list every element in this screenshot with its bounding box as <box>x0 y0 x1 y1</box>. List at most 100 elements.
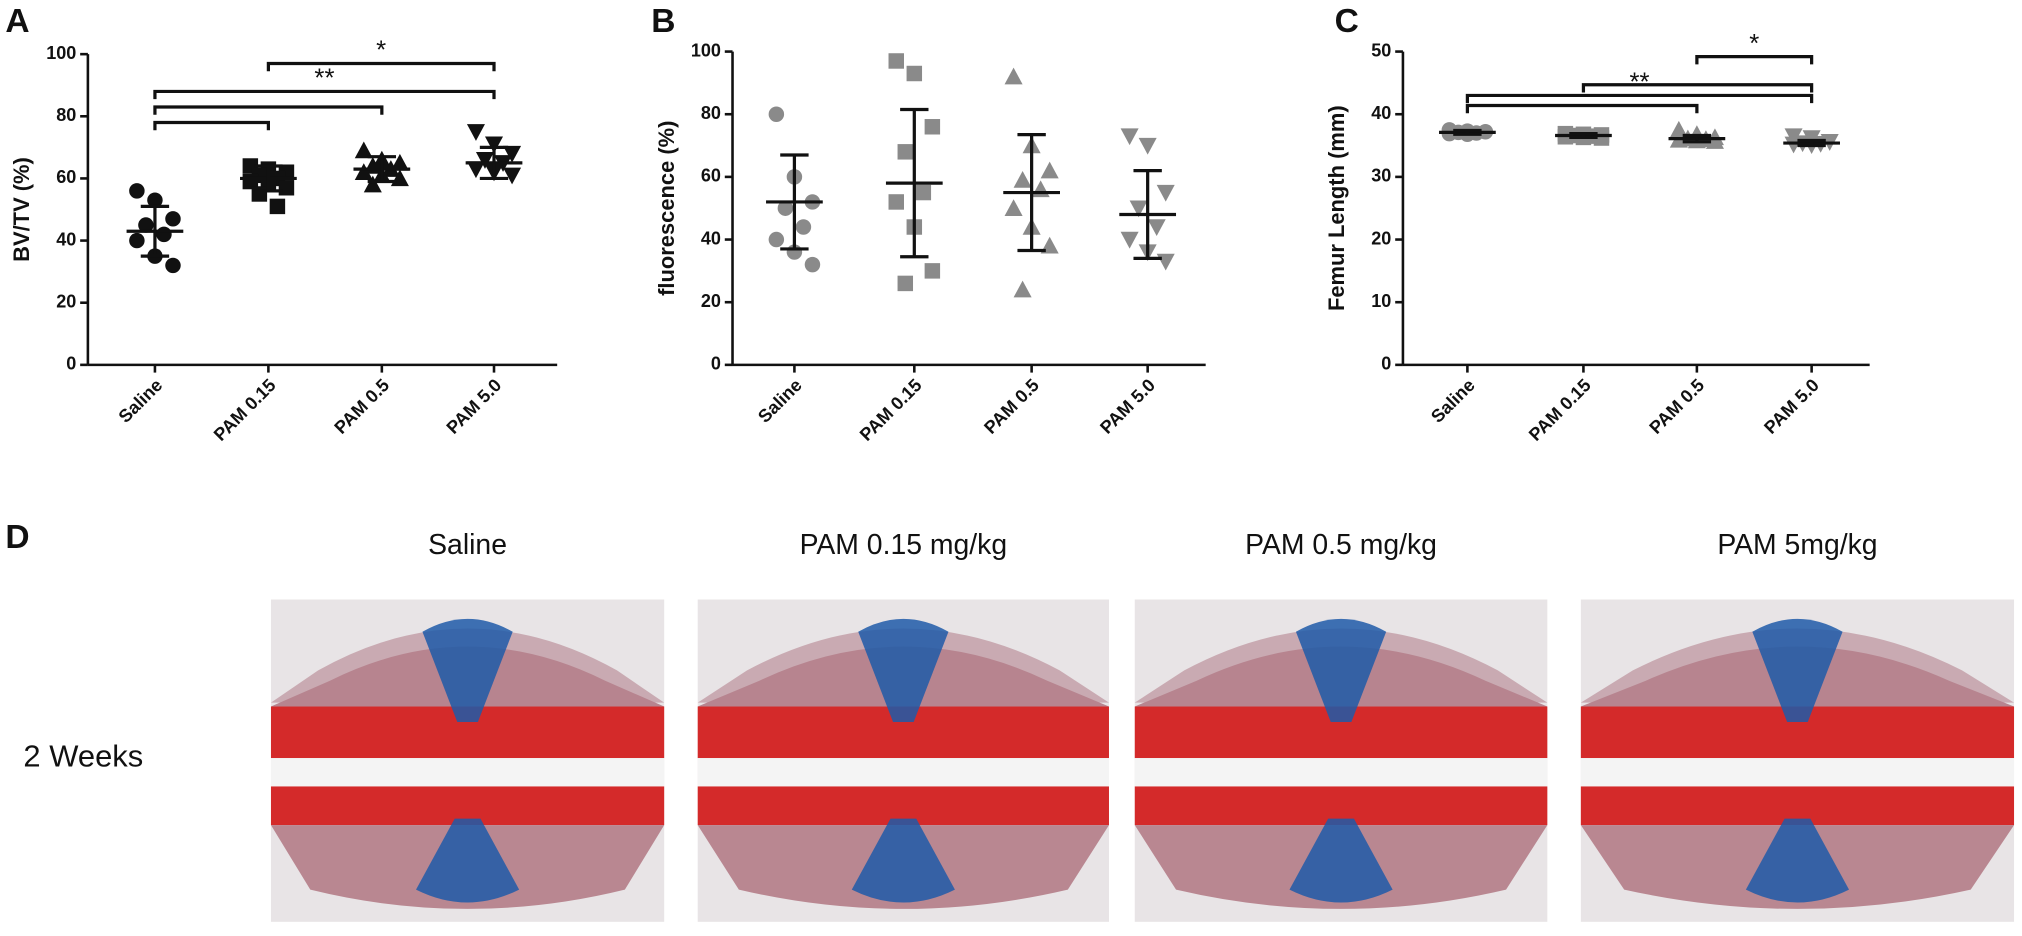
significance-label: ** <box>1629 69 1649 97</box>
data-point <box>503 145 522 163</box>
data-point <box>390 153 409 171</box>
column-label: PAM 5mg/kg <box>1717 529 1877 561</box>
x-tick-label: PAM 0.5 <box>980 375 1043 438</box>
data-point <box>795 219 812 235</box>
data-point <box>138 217 154 233</box>
data-point <box>915 184 932 201</box>
cartilage-top <box>858 618 949 722</box>
sd-error-bar <box>1797 138 1826 148</box>
y-tick-label: 20 <box>56 291 76 311</box>
data-point <box>466 124 485 141</box>
data-point <box>768 231 785 248</box>
marrow-gap <box>1580 758 2015 787</box>
data-point <box>129 183 145 199</box>
significance-label: * <box>376 37 386 65</box>
significance-bracket <box>153 105 384 115</box>
significance-bracket <box>266 61 496 72</box>
data-point <box>1004 199 1023 216</box>
y-tick-label: 50 <box>1371 40 1391 60</box>
y-axis-label: Femur Length (mm) <box>1324 105 1349 311</box>
cartilage-top <box>1295 618 1387 722</box>
data-point <box>768 106 785 122</box>
y-tick-label: 100 <box>46 43 76 63</box>
x-tick-label: PAM 5.0 <box>1096 375 1159 438</box>
y-tick-label: 40 <box>1371 103 1391 123</box>
data-point <box>924 119 941 135</box>
data-point <box>897 144 914 160</box>
cartilage-bottom <box>851 818 955 903</box>
significance-bracket <box>153 120 270 131</box>
x-tick-label: Saline <box>1427 375 1479 427</box>
data-point <box>1120 128 1139 146</box>
sd-error-bar <box>900 107 929 259</box>
data-point <box>484 136 504 154</box>
sd-error-bar <box>1453 128 1482 136</box>
data-point <box>777 200 794 216</box>
sd-error-bar <box>1017 132 1046 253</box>
sd-error-bar <box>254 164 283 193</box>
data-point <box>1013 280 1032 298</box>
panel-label: C <box>1335 3 1359 40</box>
x-tick-label: PAM 0.15 <box>856 375 926 445</box>
data-point <box>1138 137 1157 155</box>
x-tick-label: PAM 5.0 <box>443 375 506 438</box>
data-point <box>1705 132 1724 149</box>
column-label: Saline <box>428 529 507 561</box>
significance-bracket <box>1581 83 1814 93</box>
data-point <box>165 211 181 227</box>
data-point <box>278 180 295 196</box>
data-point <box>354 163 373 180</box>
y-axis-label: fluorescence (%) <box>654 121 679 296</box>
data-point <box>1129 200 1148 218</box>
data-point <box>269 198 286 215</box>
data-point <box>1156 184 1175 202</box>
data-point <box>363 175 382 193</box>
y-tick-label: 60 <box>701 166 721 186</box>
data-point <box>897 275 914 292</box>
significance-label: * <box>1749 30 1759 58</box>
sd-error-bar <box>479 145 509 181</box>
data-point <box>165 257 181 274</box>
cartilage-bottom <box>1745 818 1850 903</box>
data-point <box>924 263 941 279</box>
data-point <box>888 53 904 69</box>
y-tick-label: 0 <box>711 354 721 374</box>
marrow-gap <box>697 758 1109 787</box>
x-tick-label: PAM 0.5 <box>1645 375 1708 438</box>
y-tick-label: 60 <box>56 167 76 187</box>
panel-label: D <box>5 519 29 556</box>
x-tick-label: Saline <box>115 375 167 427</box>
data-point <box>129 232 145 249</box>
y-tick-label: 20 <box>701 291 721 311</box>
cartilage-bottom <box>416 818 520 903</box>
sd-error-bar <box>1569 132 1598 140</box>
sd-error-bar <box>140 204 170 258</box>
x-tick-label: PAM 0.15 <box>210 375 280 445</box>
y-tick-label: 80 <box>56 105 76 125</box>
marrow-gap <box>270 758 665 787</box>
y-axis-label: BV/TV (%) <box>9 157 34 262</box>
cartilage-bottom <box>1289 818 1393 903</box>
data-point <box>147 192 163 208</box>
histology-image <box>1580 599 2015 922</box>
marrow-gap <box>1134 758 1548 787</box>
column-label: PAM 0.5 mg/kg <box>1245 529 1437 561</box>
data-point <box>906 65 923 82</box>
y-tick-label: 40 <box>56 229 76 249</box>
y-tick-label: 100 <box>691 40 721 60</box>
row-label: 2 Weeks <box>23 738 143 773</box>
data-point <box>251 186 268 202</box>
data-point <box>156 226 172 243</box>
x-tick-label: PAM 0.5 <box>330 375 393 438</box>
y-tick-label: 30 <box>1371 166 1391 186</box>
histology-image <box>1134 599 1548 922</box>
y-tick-label: 0 <box>1381 354 1391 374</box>
significance-bracket <box>1465 93 1814 104</box>
sd-error-bar <box>780 153 809 251</box>
data-point <box>1156 253 1175 271</box>
histology-image <box>270 599 665 922</box>
data-point <box>1120 231 1139 249</box>
data-point <box>1004 67 1023 85</box>
y-tick-label: 80 <box>701 103 721 123</box>
